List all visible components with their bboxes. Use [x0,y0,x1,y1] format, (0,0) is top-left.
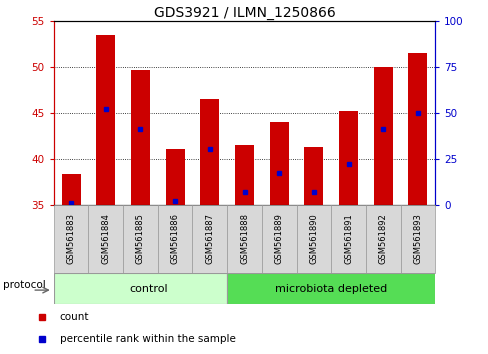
Bar [227,273,434,304]
Bar [304,147,323,205]
Text: GSM561885: GSM561885 [136,213,144,264]
Bar [54,205,88,273]
Text: percentile rank within the sample: percentile rank within the sample [60,334,235,344]
Bar [227,205,261,273]
Bar [123,205,158,273]
Bar [165,149,184,205]
Bar [373,67,392,205]
Text: GSM561892: GSM561892 [378,213,387,264]
Bar [365,205,400,273]
Bar [338,110,357,205]
Bar [269,122,288,205]
Text: GSM561891: GSM561891 [344,213,352,264]
Text: microbiota depleted: microbiota depleted [274,284,386,293]
Bar [158,205,192,273]
Bar [261,205,296,273]
Text: GSM561893: GSM561893 [412,213,422,264]
Text: control: control [130,284,168,293]
Text: GSM561890: GSM561890 [309,213,318,264]
Bar [296,205,330,273]
Text: GSM561888: GSM561888 [240,213,248,264]
Bar [96,35,115,205]
Bar [407,52,427,205]
Bar [131,70,150,205]
Text: GSM561887: GSM561887 [205,213,214,264]
Bar [61,174,81,205]
Text: GSM561886: GSM561886 [170,213,179,264]
Bar [235,144,254,205]
Text: count: count [60,312,89,322]
Text: protocol: protocol [3,280,45,290]
Bar [200,98,219,205]
Title: GDS3921 / ILMN_1250866: GDS3921 / ILMN_1250866 [153,6,335,20]
Bar [54,273,227,304]
Bar [400,205,434,273]
Bar [192,205,227,273]
Bar [88,205,123,273]
Text: GSM561884: GSM561884 [101,213,110,264]
Text: GSM561889: GSM561889 [274,213,283,264]
Bar [330,205,365,273]
Text: GSM561883: GSM561883 [66,213,76,264]
